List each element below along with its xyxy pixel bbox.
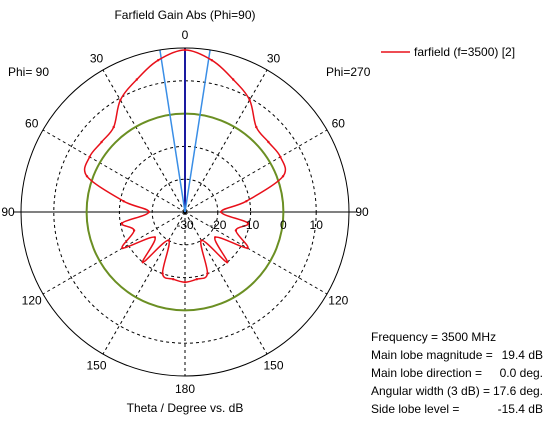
farfield-data-point (246, 246, 249, 250)
outer-circle (20, 47, 350, 377)
farfield-data-point (141, 261, 144, 264)
farfield-data-point (226, 261, 229, 264)
angle-tick-label: 30 (90, 52, 104, 66)
farfield-data-point (195, 278, 198, 281)
farfield-data-point (248, 98, 251, 102)
info-label: Main lobe direction = (371, 366, 483, 380)
beamwidth-line (159, 49, 186, 213)
grid-spoke (42, 129, 186, 213)
chart-title: Farfield Gain Abs (Phi=90) (114, 8, 255, 22)
radial-tick-label: 10 (310, 218, 324, 232)
farfield-data-point (267, 140, 270, 144)
grid-spoke (42, 211, 186, 295)
phi-right-label: Phi=270 (326, 65, 371, 79)
angle-tick-label: 90 (1, 205, 15, 219)
farfield-data-point (183, 281, 187, 284)
angle-tick-label: 150 (263, 358, 283, 372)
farfield-data-point (210, 59, 213, 62)
grid-spoke (184, 211, 268, 355)
farfield-data-point (234, 229, 238, 232)
info-value: 0.0 deg. (499, 366, 543, 380)
radial-tick-label: -30 (176, 218, 194, 232)
grid-spoke (184, 129, 328, 213)
beamwidth-line (184, 49, 211, 213)
x-axis-label: Theta / Degree vs. dB (127, 401, 244, 415)
farfield-data-point (232, 78, 235, 81)
farfield-data-point (153, 236, 156, 239)
info-value: -15.4 dB (497, 402, 543, 416)
farfield-data-point (167, 239, 170, 242)
angle-tick-label: 120 (22, 294, 42, 308)
angle-tick-label: 30 (267, 52, 281, 66)
info-label: Frequency = 3500 MHz (371, 330, 497, 344)
angle-tick-label: 150 (86, 358, 106, 372)
info-value: 19.4 dB (501, 348, 543, 362)
farfield-data-point (122, 200, 125, 203)
farfield-data-point (200, 239, 203, 242)
phi-left-label: Phi= 90 (8, 65, 49, 79)
radial-tick-label: 0 (280, 218, 287, 232)
farfield-data-point (147, 210, 151, 214)
farfield-data-point (119, 98, 122, 102)
farfield-data-point (121, 246, 124, 250)
info-label: Side lobe level = (371, 402, 460, 416)
radial-tick-label: -10 (242, 218, 260, 232)
farfield-data-point (219, 210, 223, 214)
farfield-data-point (85, 175, 89, 178)
angle-tick-label: 60 (25, 117, 39, 131)
farfield-data-point (279, 155, 282, 159)
farfield-data-point (206, 272, 209, 275)
farfield-data-point (255, 125, 258, 129)
farfield-data-point (132, 229, 136, 232)
info-value: 17.6 deg. (492, 384, 543, 398)
farfield-data-point (246, 221, 250, 225)
farfield-data-point (135, 78, 138, 81)
farfield-data-point (112, 125, 115, 129)
farfield-data-point (281, 175, 285, 178)
farfield-data-point (214, 236, 217, 239)
info-label: Main lobe magnitude = (371, 348, 493, 362)
info-label: Angular width (3 dB) = (371, 384, 491, 398)
angle-tick-label: 90 (355, 205, 369, 219)
farfield-data-point (157, 59, 160, 62)
angle-tick-label: 60 (332, 117, 346, 131)
legend-label: farfield (f=3500) [2] (414, 45, 515, 59)
angle-tick-label: 120 (328, 294, 348, 308)
farfield-data-point (245, 200, 248, 203)
farfield-data-point (100, 140, 103, 144)
grid-spoke (184, 69, 268, 213)
farfield-data-point (183, 48, 187, 52)
grid-spoke (102, 69, 186, 213)
farfield-data-point (120, 221, 124, 225)
angle-tick-label: 180 (175, 382, 195, 396)
farfield-data-point (161, 272, 164, 275)
farfield-data-point (172, 278, 175, 281)
angle-tick-label: 0 (182, 28, 189, 42)
radial-tick-label: -20 (209, 218, 227, 232)
farfield-data-point (88, 155, 91, 159)
grid-spoke (102, 211, 186, 355)
